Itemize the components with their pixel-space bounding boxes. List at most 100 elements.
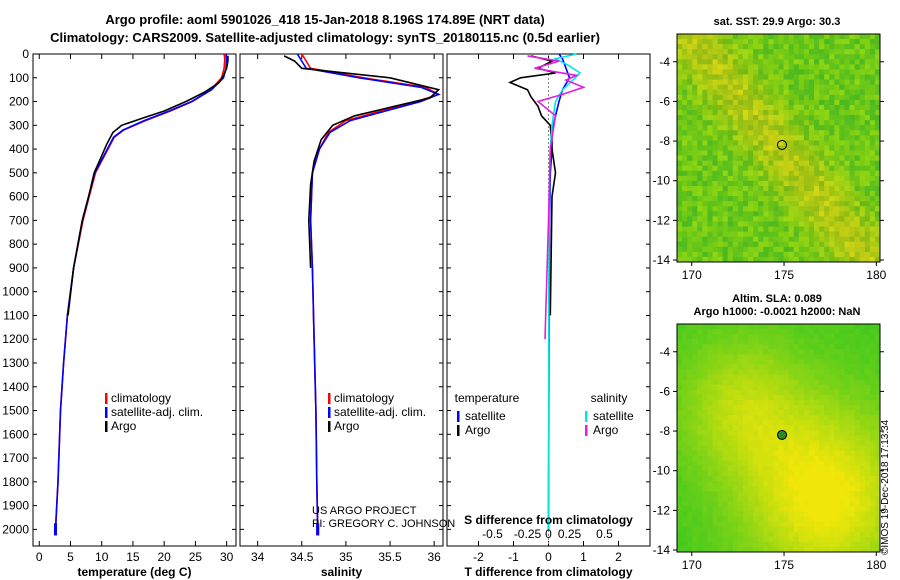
figure-title-line1: Argo profile: aoml 5901026_418 15-Jan-20… [105, 12, 545, 27]
argo-float-location-marker [777, 139, 788, 150]
plot-frame-salinity [239, 53, 444, 547]
series-line-satellite-adj-clim- [296, 53, 441, 530]
credit-project: US ARGO PROJECT [312, 505, 417, 517]
map-y-tick-label: -4 [659, 55, 670, 69]
x-tick-label: 30 [220, 550, 234, 564]
x-tick-label: 20 [157, 550, 171, 564]
y-tick-label: 1300 [2, 356, 29, 370]
legend-swatch [457, 411, 460, 422]
y-tick-label: 300 [9, 118, 29, 132]
legend-swatch [328, 407, 331, 418]
map-y-tick-label: -14 [653, 253, 671, 267]
legend-title-temperature: temperature [455, 391, 520, 405]
y-tick-label: 500 [9, 166, 29, 180]
legend-swatch [105, 421, 108, 432]
legend-label: satellite-adj. clim. [111, 405, 203, 419]
legend-label: satellite [465, 409, 506, 423]
y-tick-label: 600 [9, 190, 29, 204]
x-tick-label: 34.5 [290, 550, 314, 564]
legend-label: climatology [111, 391, 171, 405]
x-tick-label-secondary: 0 [545, 527, 552, 541]
legend-label: Argo [334, 419, 360, 433]
sla-map-subtitle: Argo h1000: -0.0021 h2000: NaN [693, 306, 861, 318]
x-tick-label: 0 [545, 550, 552, 564]
x-axis-label: salinity [321, 565, 363, 579]
x-tick-label-secondary: -0.25 [514, 527, 542, 541]
x-tick-label: 10 [95, 550, 109, 564]
x-tick-label-secondary: -0.5 [482, 527, 503, 541]
x-tick-label: 35 [339, 550, 353, 564]
y-tick-label: 1400 [2, 380, 29, 394]
map-x-tick-label: 180 [866, 558, 886, 572]
copyright-stamp: ©IMOS 19-Dec-2018 17:13:34 [880, 419, 891, 555]
sst_map-frame [676, 33, 881, 263]
x-tick-label: 25 [189, 550, 203, 564]
x-tick-label: -1 [508, 550, 519, 564]
map-x-tick-label: 175 [774, 268, 794, 282]
y-tick-label: 200 [9, 95, 29, 109]
y-tick-label: 1500 [2, 404, 29, 418]
x-axis-label: temperature (deg C) [77, 565, 191, 579]
map-y-tick-label: -8 [659, 424, 670, 438]
legend-label: climatology [334, 391, 394, 405]
sla_map-frame [676, 323, 881, 553]
map-x-tick-label: 180 [866, 268, 886, 282]
series-line-salinity-argo [527, 55, 586, 340]
series-line-climatology [301, 53, 441, 530]
x-tick-label: 15 [126, 550, 140, 564]
series-line-satellite-adj-clim- [54, 53, 228, 530]
map-y-tick-label: -4 [659, 345, 670, 359]
map-y-tick-label: -8 [659, 134, 670, 148]
y-tick-label: 1800 [2, 475, 29, 489]
x-tick-label-secondary: 0.25 [558, 527, 582, 541]
legend-label: satellite-adj. clim. [334, 405, 426, 419]
legend-swatch [457, 425, 460, 436]
legend-swatch [105, 407, 108, 418]
y-tick-label: 800 [9, 237, 29, 251]
y-tick-label: 2000 [2, 522, 29, 536]
y-tick-label: 700 [9, 213, 29, 227]
legend-title-salinity: salinity [591, 391, 628, 405]
sla-map-title: Altim. SLA: 0.089 [732, 293, 822, 305]
map-y-tick-label: -12 [653, 503, 671, 517]
argo-float-location-marker [777, 429, 788, 440]
y-tick-label: 100 [9, 71, 29, 85]
sla_map-heatmap [677, 324, 881, 553]
x-axis-label-secondary: S difference from climatology [464, 513, 633, 527]
y-tick-label: 1200 [2, 332, 29, 346]
x-tick-label: 35.5 [378, 550, 402, 564]
map-y-tick-label: -12 [653, 213, 671, 227]
y-tick-label: 900 [9, 261, 29, 275]
legend-swatch [105, 393, 108, 404]
x-tick-label: 0 [36, 550, 43, 564]
legend-swatch [328, 393, 331, 404]
legend-label: Argo [593, 423, 619, 437]
x-tick-label: 36 [427, 550, 441, 564]
y-tick-label: 1100 [3, 308, 29, 322]
credit-pi: PI: GREGORY C. JOHNSON [312, 518, 456, 530]
x-tick-label-secondary: 0.5 [596, 527, 613, 541]
legend-label: satellite [593, 409, 634, 423]
map-y-tick-label: -6 [659, 94, 670, 108]
series-line-climatology [54, 53, 226, 530]
deepest-value-marker [53, 523, 57, 536]
x-tick-label: -2 [473, 550, 484, 564]
map-y-tick-label: -14 [653, 543, 671, 557]
map-y-tick-label: -10 [653, 174, 671, 188]
y-tick-label: 1900 [2, 499, 29, 513]
deepest-value-marker [316, 523, 320, 536]
x-tick-label: 2 [615, 550, 622, 564]
legend-swatch [585, 425, 588, 436]
x-tick-label: 34 [251, 550, 265, 564]
y-tick-label: 1000 [2, 285, 29, 299]
x-tick-label: 5 [67, 550, 74, 564]
series-line-argo [67, 55, 229, 316]
sst-map-title: sat. SST: 29.9 Argo: 30.3 [713, 16, 841, 28]
legend-swatch [585, 411, 588, 422]
y-tick-label: 1700 [2, 451, 29, 465]
y-tick-label: 0 [22, 47, 29, 61]
map-x-tick-label: 175 [774, 558, 794, 572]
map-x-tick-label: 170 [682, 268, 702, 282]
